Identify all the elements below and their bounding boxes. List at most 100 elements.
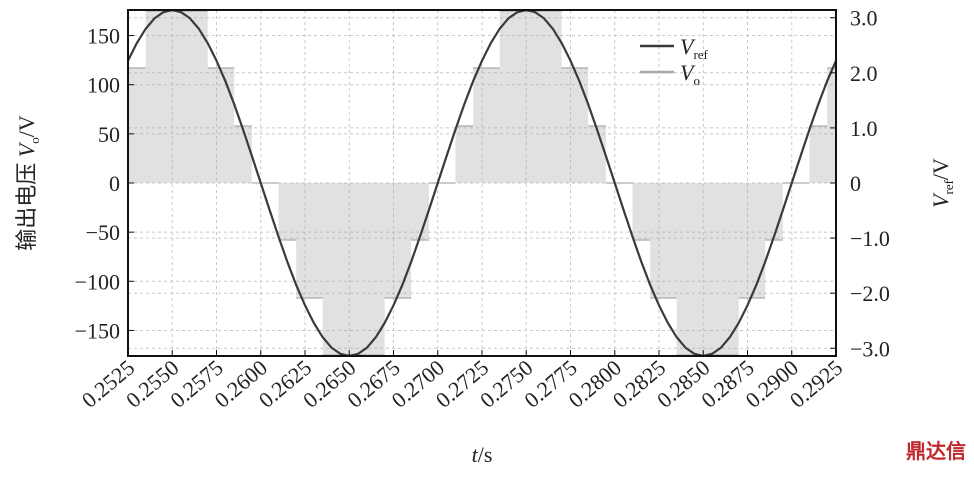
plot-area [128,10,836,356]
vo-step [729,183,739,356]
vo-step [632,183,642,241]
vo-step [287,183,297,241]
x-axis-label: t/s [472,442,493,467]
vo-step [411,183,421,241]
vo-step [340,183,350,356]
vo-step [765,183,775,241]
y-label-text: 输出电压 [14,157,39,251]
legend-sub: ref [693,47,708,62]
vo-step [508,10,518,183]
vo-step [305,183,314,299]
vo-step [473,67,482,183]
y-axis-label: 输出电压 Vo/V [14,115,42,251]
vo-step [747,183,757,299]
y2-tick-label: 3.0 [850,6,878,31]
vo-step [375,183,385,356]
vo-step [225,67,235,183]
vo-step [358,183,367,356]
vo-step [207,67,217,183]
vo-step [393,183,403,299]
y2-label-unit: /V [928,158,953,180]
y2-tick-label: −1.0 [850,226,890,251]
y2-tick-label: −2.0 [850,281,890,306]
vo-step [366,183,376,356]
y-tick-label: 50 [98,122,120,147]
vo-step [676,183,686,356]
y2-axis-label: Vref/V [928,158,956,208]
y-tick-label: −100 [75,269,120,294]
vo-step [650,183,659,299]
vo-step [349,183,359,356]
y2-tick-label: −3.0 [850,336,890,361]
y2-label-var: V [928,192,953,208]
vo-step [827,67,836,183]
y-tick-label: 0 [109,171,120,196]
y2-label-sub: ref [941,179,956,194]
vo-step [331,183,341,356]
vo-step [145,10,155,183]
vo-step [420,183,429,241]
vo-step [588,125,598,183]
y2-tick-label: 1.0 [850,116,878,141]
vo-step [313,183,323,299]
vo-step [464,125,474,183]
vo-step [694,183,704,356]
vo-step [809,125,819,183]
y2-tick-label: 0 [850,171,861,196]
vo-step [198,10,208,183]
vo-step [482,67,491,183]
vo-step [685,183,695,356]
legend-name: V [680,34,696,59]
vo-step [535,10,544,183]
y-label-var: V [14,141,39,157]
vo-step [597,125,606,183]
vo-step [517,10,527,183]
vo-step [543,10,553,183]
vo-step [216,67,226,183]
y-label-sub: o [27,137,42,144]
vref-line [128,10,836,356]
vo-step [552,10,562,183]
y-tick-label: 100 [87,73,120,98]
vo-step [720,183,730,356]
vo-step [818,125,828,183]
vo-step [322,183,332,356]
legend-sub: o [693,73,700,88]
vo-step [561,67,571,183]
vo-step [641,183,651,241]
vo-step [774,183,783,241]
vo-step [163,10,173,183]
vo-step [667,183,677,299]
vo-step [490,67,500,183]
vo-step [296,183,305,299]
y-tick-label: −150 [75,318,120,343]
vo-step [499,10,509,183]
x-label-var: t [472,442,479,467]
vo-step [570,67,580,183]
legend-entry: Vo [680,60,700,88]
x-label-unit: /s [478,442,493,467]
legend-name: V [680,60,696,85]
y-tick-label: −50 [86,220,120,245]
watermark: 鼎达信 [906,439,966,463]
vo-step [712,183,721,356]
vo-step [659,183,668,299]
vo-step [189,10,199,183]
vo-step [756,183,766,299]
vo-step [703,183,713,356]
vo-step [154,10,164,183]
vo-step [738,183,748,299]
vo-step [402,183,412,299]
y-tick-label: 150 [87,24,120,49]
vo-step [181,10,190,183]
vo-step [579,67,589,183]
y-label-unit: /V [14,115,39,137]
vo-step [172,10,182,183]
vo-step [243,125,252,183]
vo-step [128,67,137,183]
vo-step [455,125,465,183]
vo-step [234,125,244,183]
legend-entry: Vref [680,34,709,62]
vo-step [384,183,394,299]
